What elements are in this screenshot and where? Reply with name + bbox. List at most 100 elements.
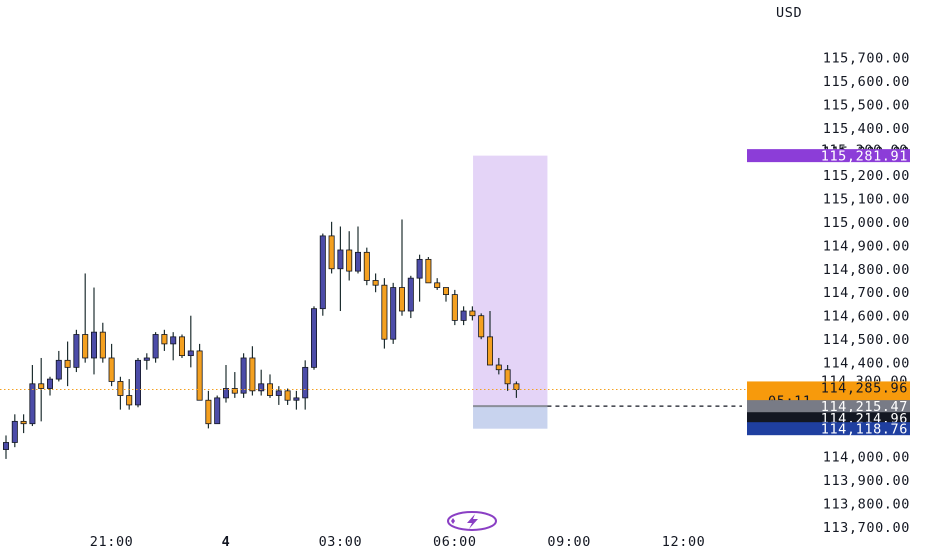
candle <box>3 435 9 459</box>
entry-gray-label: 114,215.47 <box>821 399 908 415</box>
time-tick-label: 03:00 <box>319 534 363 550</box>
price-tick-label: 113,800.00 <box>823 497 910 513</box>
candle-body <box>469 310 476 317</box>
candle <box>469 306 476 321</box>
long-position-tool[interactable] <box>473 155 548 429</box>
candle <box>143 353 150 370</box>
candle <box>495 357 502 375</box>
candle <box>126 379 133 410</box>
price-tick-label: 114,400.00 <box>823 356 910 372</box>
candle <box>20 414 27 434</box>
candle-body <box>249 357 256 392</box>
candle <box>29 365 36 427</box>
candle <box>425 257 432 284</box>
candle-body <box>319 235 326 310</box>
candle-body <box>108 357 115 382</box>
candle <box>434 278 441 290</box>
candle-body <box>143 357 150 361</box>
candle-body <box>504 369 511 385</box>
candle-body <box>38 383 45 389</box>
candle-body <box>126 395 133 406</box>
candle <box>442 287 449 302</box>
price-axis[interactable]: USD 115,700.00 115,600.00 115,500.00 115,40… <box>776 5 910 536</box>
candle-body <box>3 442 9 450</box>
candle-body <box>64 359 71 368</box>
position-target-zone[interactable] <box>473 155 548 407</box>
candle <box>91 287 98 375</box>
candle-body <box>442 287 449 295</box>
candle-body <box>222 388 229 399</box>
price-tick-label: 115,200.00 <box>823 168 910 184</box>
candle <box>407 275 414 319</box>
target-price-label: 115,281.91 <box>821 149 908 165</box>
price-tick-label: 113,700.00 <box>823 520 910 536</box>
candle <box>47 376 54 396</box>
candle-body <box>486 336 493 366</box>
candle-body <box>275 390 282 396</box>
candle-body <box>73 334 80 368</box>
candle-body <box>284 390 291 401</box>
candle-body <box>425 258 432 284</box>
candle <box>328 221 335 274</box>
candle <box>258 369 265 396</box>
candle <box>486 311 493 366</box>
price-tick-label: 115,400.00 <box>823 121 910 137</box>
candle-body <box>134 359 141 406</box>
entry-gray-badge: 114,215.47 <box>747 399 910 415</box>
candle-body <box>20 420 27 425</box>
candle <box>178 334 185 358</box>
time-tick-label: 09:00 <box>547 534 591 550</box>
candle-body <box>55 359 62 380</box>
candle <box>170 332 177 361</box>
stop-price-label: 114,118.76 <box>821 422 908 438</box>
price-tick-label: 113,900.00 <box>823 473 910 489</box>
stop-price-badge: 114,118.76 <box>747 422 910 438</box>
price-tick-label: 114,000.00 <box>823 450 910 466</box>
price-tick-label: 114,500.00 <box>823 332 910 348</box>
price-tick-label: 115,500.00 <box>823 97 910 113</box>
candle <box>214 395 221 425</box>
stop-badge-background <box>747 422 910 436</box>
candle <box>302 360 309 410</box>
candle-body <box>170 336 177 345</box>
candle-body <box>346 249 353 272</box>
position-stop-zone[interactable] <box>473 406 548 429</box>
candle <box>381 278 388 349</box>
candle <box>398 219 405 316</box>
price-tick-label: 115,100.00 <box>823 191 910 207</box>
candle <box>82 273 89 363</box>
target-price-badge: 115,300.00 115,281.91 <box>747 143 910 165</box>
candle <box>266 374 273 398</box>
candle <box>249 346 256 396</box>
candle-body <box>240 357 247 394</box>
candle <box>64 341 71 387</box>
candle-body <box>91 331 98 359</box>
candle-body <box>99 331 106 359</box>
candle <box>319 233 326 316</box>
candle-body <box>328 235 335 270</box>
time-axis[interactable]: 21:00 4 03:00 06:00 09:00 12:00 <box>90 534 706 550</box>
current-price-label: 114,285.96 <box>821 380 908 396</box>
candle-body <box>117 381 124 396</box>
candle <box>161 329 168 351</box>
candle <box>231 372 238 398</box>
candle-body <box>152 334 159 359</box>
candle <box>222 365 229 403</box>
lightning-bolt-icon[interactable] <box>447 511 497 531</box>
candle <box>478 313 485 340</box>
candle-body <box>205 399 212 425</box>
price-tick-label: 114,900.00 <box>823 238 910 254</box>
candle-body <box>302 366 309 399</box>
candle <box>152 332 159 363</box>
candle <box>504 365 511 391</box>
candle <box>73 329 80 373</box>
candle-body <box>407 277 414 312</box>
candle <box>284 388 291 405</box>
candle-body <box>47 378 54 389</box>
candle-body <box>416 258 423 279</box>
candle <box>354 226 361 274</box>
candle-body <box>196 350 203 401</box>
candle-body <box>354 251 361 272</box>
candle <box>337 226 344 312</box>
